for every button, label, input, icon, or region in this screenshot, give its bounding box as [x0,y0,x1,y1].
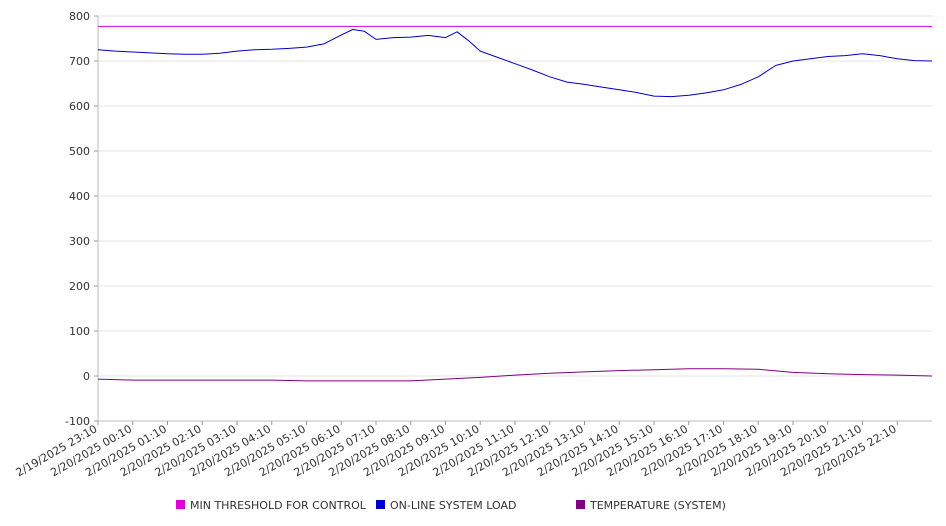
series-lines [97,25,933,382]
legend-swatch [176,500,185,509]
x-tick-labels: 2/19/2025 23:102/20/2025 00:102/20/2025 … [14,422,899,479]
y-tick-label: 600 [69,100,90,113]
y-tick-label: 500 [69,145,90,158]
legend-label: MIN THRESHOLD FOR CONTROL [190,499,367,512]
axes [94,15,932,425]
y-tick-labels: 800 700 600 500 400 300 200 100 0 -100 [65,10,90,428]
gridlines [98,15,932,422]
y-tick-label: -100 [65,415,90,428]
legend-swatch [576,500,585,509]
y-tick-label: 0 [83,370,90,383]
series-line-2 [97,29,933,98]
legend-swatch [376,500,385,509]
series-line-3 [97,368,933,382]
y-tick-label: 800 [69,10,90,23]
y-tick-label: 200 [69,280,90,293]
legend-label: ON-LINE SYSTEM LOAD [390,499,516,512]
legend: MIN THRESHOLD FOR CONTROL ON-LINE SYSTEM … [176,499,726,512]
y-tick-label: 300 [69,235,90,248]
y-tick-label: 100 [69,325,90,338]
y-tick-label: 400 [69,190,90,203]
legend-label: TEMPERATURE (SYSTEM) [589,499,726,512]
y-tick-label: 700 [69,55,90,68]
